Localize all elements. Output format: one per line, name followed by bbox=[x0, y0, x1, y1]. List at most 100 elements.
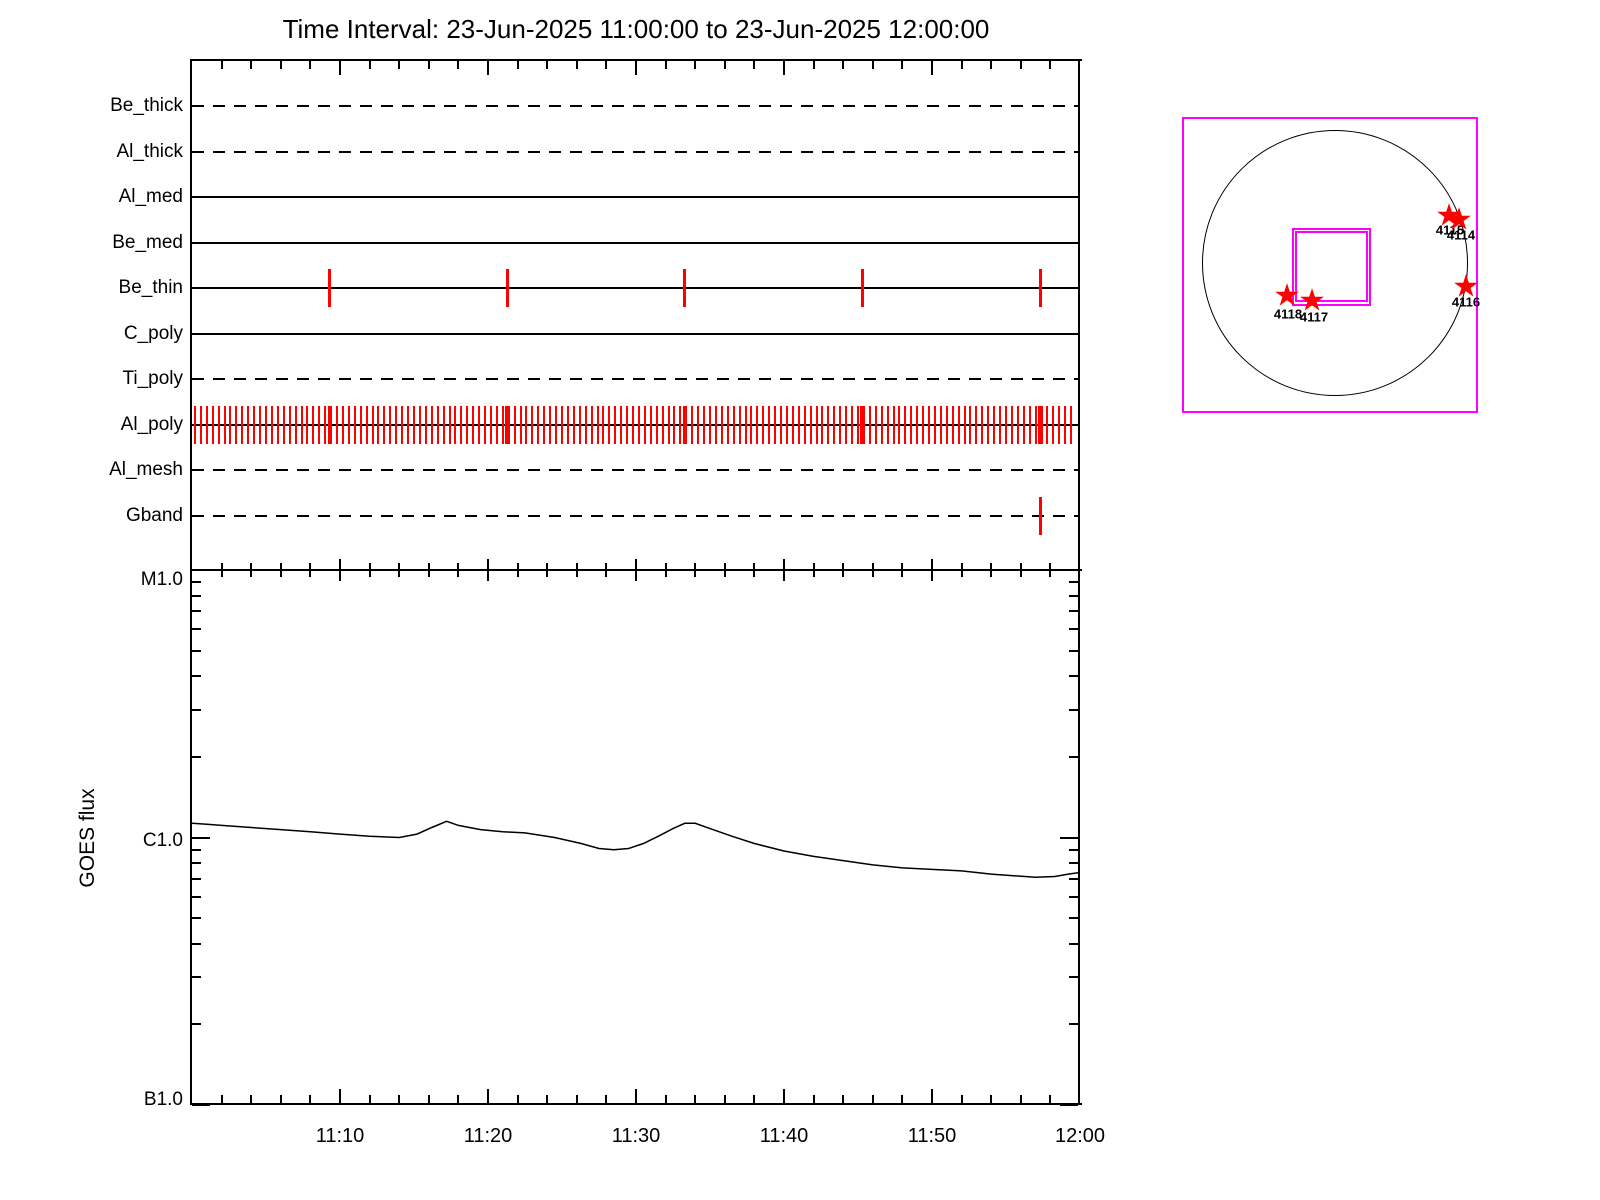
goes-ylabel: GOES flux bbox=[76, 788, 99, 888]
exposure-tick bbox=[193, 405, 196, 444]
y-axis-major-tick bbox=[192, 836, 210, 839]
filter-label: Ti_poly bbox=[122, 368, 183, 389]
filter-label: Be_thin bbox=[118, 277, 183, 298]
exposure-tick bbox=[691, 405, 694, 444]
x-axis-tick bbox=[783, 61, 785, 75]
exposure-tick bbox=[809, 405, 812, 444]
exposure-tick bbox=[683, 269, 687, 307]
exposure-tick bbox=[860, 405, 865, 444]
exposure-tick bbox=[821, 405, 824, 444]
exposure-tick bbox=[389, 405, 392, 444]
x-axis-tick bbox=[605, 61, 608, 69]
exposure-tick bbox=[857, 405, 859, 444]
exposure-tick bbox=[596, 405, 599, 444]
exposure-tick bbox=[714, 405, 717, 444]
solar-limb-circle bbox=[1202, 130, 1468, 396]
y-axis-minor-tick bbox=[1069, 628, 1078, 631]
exposure-tick bbox=[963, 405, 966, 444]
exposure-tick bbox=[803, 405, 806, 444]
y-axis-minor-tick bbox=[192, 755, 201, 758]
exposure-tick bbox=[484, 405, 487, 444]
exposure-tick bbox=[300, 405, 303, 444]
exposure-tick bbox=[555, 405, 558, 444]
x-axis-tick bbox=[694, 61, 697, 69]
exposure-tick bbox=[312, 405, 315, 444]
x-axis-tick bbox=[753, 563, 756, 577]
x-axis-tick bbox=[487, 559, 489, 581]
y-axis-minor-tick bbox=[192, 610, 201, 613]
x-axis-tick bbox=[605, 563, 608, 577]
exposure-tick bbox=[407, 405, 410, 444]
x-axis-tick bbox=[368, 61, 371, 69]
exposure-tick bbox=[780, 405, 783, 444]
exposure-tick bbox=[845, 405, 848, 444]
exposure-tick bbox=[768, 405, 771, 444]
exposure-tick bbox=[827, 405, 830, 444]
exposure-tick bbox=[561, 405, 563, 444]
x-tick-label: 11:20 bbox=[463, 1125, 513, 1147]
x-axis-tick bbox=[871, 1095, 874, 1103]
x-axis-tick bbox=[931, 559, 933, 581]
exposure-tick bbox=[1038, 405, 1043, 444]
exposure-tick bbox=[720, 405, 723, 444]
y-axis-minor-tick bbox=[1069, 942, 1078, 945]
goes-flux-curve bbox=[192, 820, 1080, 879]
x-axis-tick bbox=[487, 61, 489, 75]
x-axis-tick bbox=[723, 1095, 726, 1103]
exposure-tick bbox=[951, 405, 954, 444]
exposure-tick bbox=[241, 405, 244, 444]
exposure-tick bbox=[910, 405, 913, 444]
filter-panel-top-axis bbox=[190, 59, 1082, 61]
exposure-tick bbox=[306, 405, 309, 444]
x-axis-tick bbox=[279, 61, 282, 69]
y-axis-major-tick bbox=[192, 1104, 210, 1106]
exposure-tick bbox=[519, 405, 522, 444]
x-axis-tick bbox=[279, 563, 282, 577]
x-tick-label: 11:10 bbox=[315, 1125, 365, 1147]
exposure-tick bbox=[1058, 405, 1061, 444]
exposure-tick bbox=[377, 405, 380, 444]
exposure-tick bbox=[874, 405, 877, 444]
exposure-tick bbox=[815, 405, 818, 444]
left-axis bbox=[190, 59, 192, 1105]
exposure-tick bbox=[270, 405, 273, 444]
exposure-tick bbox=[418, 405, 421, 444]
exposure-tick bbox=[282, 405, 285, 444]
x-axis-tick bbox=[427, 1095, 430, 1103]
x-axis-tick bbox=[516, 1095, 519, 1103]
exposure-tick bbox=[253, 405, 256, 444]
exposure-tick bbox=[667, 405, 670, 444]
x-axis-tick bbox=[575, 1095, 578, 1103]
y-axis-minor-tick bbox=[1069, 917, 1078, 920]
y-axis-minor-tick bbox=[192, 708, 201, 711]
exposure-tick bbox=[211, 405, 214, 444]
filter-row-line bbox=[192, 378, 1080, 380]
plot-title: Time Interval: 23-Jun-2025 11:00:00 to 2… bbox=[282, 14, 990, 44]
x-axis-tick bbox=[220, 563, 223, 577]
x-axis-tick bbox=[990, 563, 993, 577]
exposure-tick bbox=[928, 405, 931, 444]
filter-label: Be_med bbox=[112, 231, 183, 253]
exposure-tick bbox=[489, 405, 492, 444]
exposure-tick bbox=[383, 405, 386, 444]
filter-label: Al_poly bbox=[120, 413, 183, 435]
active-region-star: ★ bbox=[1452, 268, 1480, 304]
filter-row-line bbox=[192, 469, 1080, 471]
x-axis-tick bbox=[842, 61, 845, 69]
exposure-tick bbox=[1010, 405, 1013, 444]
x-axis-tick bbox=[812, 563, 815, 577]
active-region-label: 4116 bbox=[1451, 294, 1481, 310]
exposure-tick bbox=[454, 405, 457, 444]
x-axis-tick bbox=[575, 61, 578, 69]
exposure-tick bbox=[756, 405, 759, 444]
x-axis-tick bbox=[901, 61, 904, 69]
exposure-tick bbox=[347, 405, 350, 444]
x-axis-tick bbox=[812, 61, 815, 69]
exposure-tick bbox=[602, 405, 605, 444]
x-axis-tick bbox=[427, 563, 430, 577]
x-axis-tick bbox=[457, 61, 460, 69]
x-axis-tick bbox=[398, 563, 401, 577]
exposure-tick bbox=[371, 405, 374, 444]
active-region-star: ★ bbox=[1273, 277, 1301, 313]
exposure-tick bbox=[501, 405, 504, 444]
